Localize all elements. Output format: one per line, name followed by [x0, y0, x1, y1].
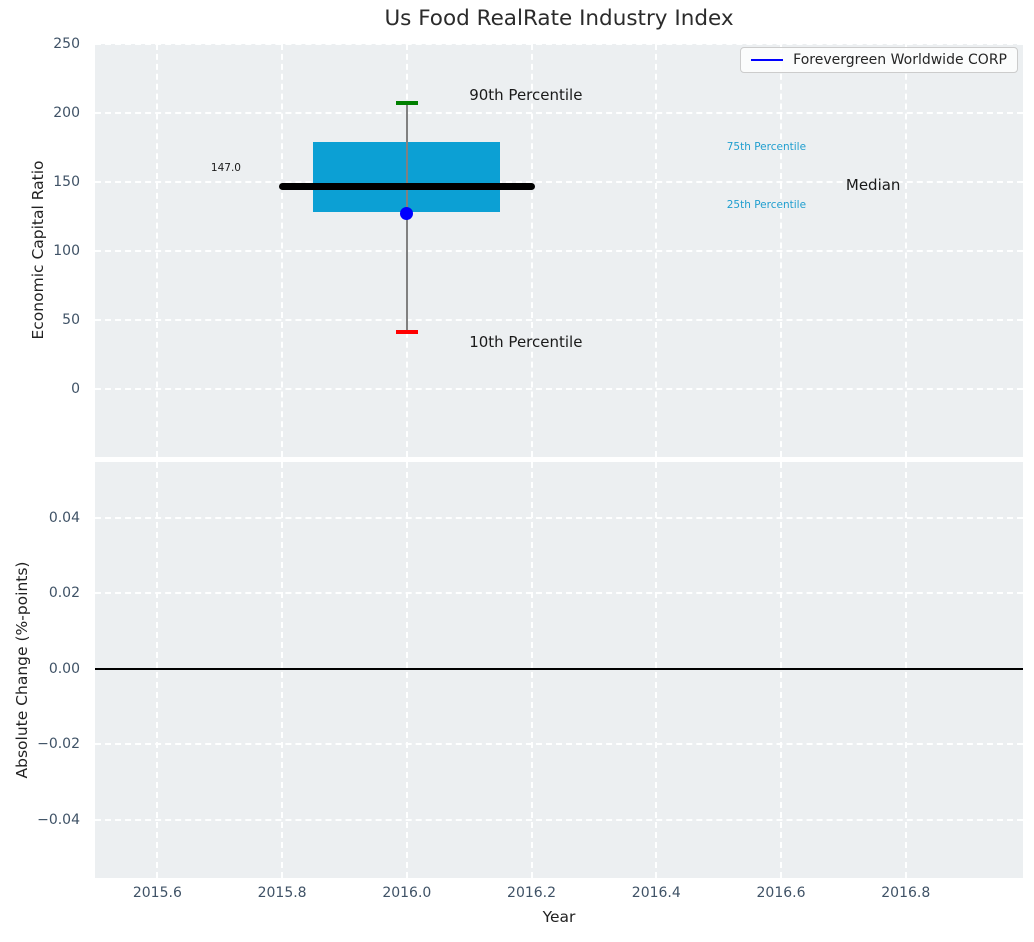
90th-percentile-label: 90th Percentile: [469, 86, 583, 105]
company-marker-dot: [400, 207, 414, 221]
y-tick-label: 0.04: [48, 509, 80, 526]
10th-percentile-label: 10th Percentile: [469, 333, 583, 352]
gridline-vertical: [780, 462, 783, 878]
y-tick-label: 0.00: [48, 660, 80, 677]
gridline-horizontal: [95, 387, 1023, 390]
gridline-vertical: [156, 462, 159, 878]
gridline-horizontal: [95, 818, 1023, 821]
y-tick-label: 50: [62, 311, 80, 328]
chart-title: Us Food RealRate Industry Index: [384, 6, 734, 31]
gridline-vertical: [281, 462, 284, 878]
legend-line-swatch: [751, 58, 784, 62]
gridline-horizontal: [95, 249, 1023, 252]
x-tick-label: 2016.8: [881, 885, 931, 901]
75th-percentile-label: 75th Percentile: [726, 141, 807, 154]
y-tick-label: 200: [53, 104, 80, 121]
gridline-vertical: [904, 462, 907, 878]
gridline-horizontal: [95, 318, 1023, 321]
gridline-horizontal: [95, 44, 1023, 45]
x-tick-label: 2015.8: [257, 885, 307, 901]
whisker-cap-10th: [395, 330, 419, 335]
legend: Forevergreen Worldwide CORP: [740, 47, 1018, 73]
x-tick-label: 2015.6: [132, 885, 182, 901]
y-tick-label: 0.02: [48, 585, 80, 602]
x-tick-label: 2016.0: [382, 885, 432, 901]
median-line: [278, 182, 536, 190]
x-axis-label: Year: [542, 908, 576, 926]
y-tick-label: 0: [71, 380, 80, 397]
y-tick-label: −0.04: [37, 811, 80, 828]
whisker-cap-90th: [395, 101, 419, 106]
zero-line: [95, 668, 1023, 670]
gridline-horizontal: [95, 111, 1023, 114]
gridline-vertical: [530, 462, 533, 878]
x-tick-label: 2016.4: [631, 885, 681, 901]
top-plot-area: Forevergreen Worldwide CORP 90th Percent…: [95, 44, 1023, 457]
bottom-plot-area: [95, 462, 1023, 878]
gridline-horizontal: [95, 743, 1023, 746]
median-label: Median: [845, 176, 901, 195]
25th-percentile-label: 25th Percentile: [726, 199, 807, 212]
legend-label: Forevergreen Worldwide CORP: [793, 52, 1007, 68]
gridline-horizontal: [95, 180, 1023, 183]
y-tick-label: 250: [53, 36, 80, 52]
y-tick-label: 100: [53, 242, 80, 259]
y-tick-label: 150: [53, 173, 80, 190]
y-tick-label: −0.02: [37, 736, 80, 753]
x-tick-label: 2016.6: [756, 885, 806, 901]
gridline-horizontal: [95, 592, 1023, 595]
median-value-label: 147.0: [210, 162, 241, 175]
gridline-vertical: [405, 462, 408, 878]
x-tick-label: 2016.2: [507, 885, 557, 901]
gridline-vertical: [655, 462, 658, 878]
gridline-horizontal: [95, 516, 1023, 519]
